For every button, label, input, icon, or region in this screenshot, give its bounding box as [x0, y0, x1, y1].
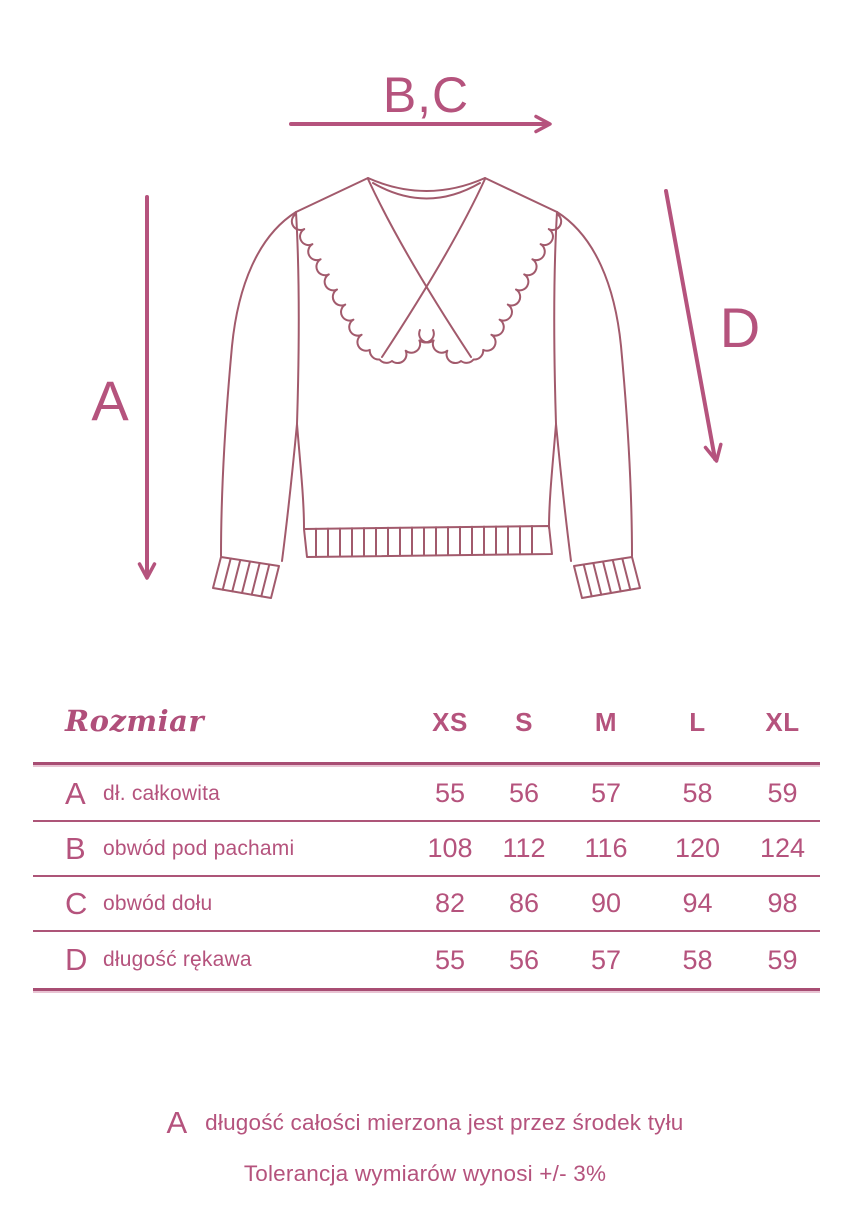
footnote-measure-info: A długość całości mierzona jest przez śr… — [0, 1105, 850, 1141]
hem-band — [303, 525, 553, 558]
row-label: dł. całkowita — [103, 781, 220, 805]
size-col-m: M — [594, 707, 618, 737]
width-measure-label: B,C — [383, 67, 469, 123]
table-row: D długość rękawa 55 56 57 58 59 — [33, 932, 820, 988]
row-label: obwód pod pachami — [103, 836, 295, 860]
value-cell: 59 — [767, 778, 798, 808]
value-cell: 108 — [427, 833, 473, 863]
sleeve-inner — [281, 423, 298, 562]
value-cell: 116 — [584, 833, 628, 863]
value-cell: 94 — [682, 888, 713, 918]
sleeve-outer — [220, 211, 297, 557]
row-letter: B — [65, 830, 86, 866]
table-row: C obwód dołu 82 86 90 94 98 — [33, 877, 820, 930]
armhole-seam — [295, 211, 300, 425]
value-cell: 112 — [502, 833, 546, 863]
value-cell: 57 — [590, 778, 622, 808]
size-table: Rozmiar XS S M L XL A dł. całkowita 55 5… — [33, 695, 820, 993]
width-measure-arrow — [289, 114, 552, 134]
collar-scallop-edge — [290, 213, 435, 365]
row-letter: D — [65, 942, 88, 977]
hem-ribs — [315, 525, 533, 558]
sleeve-measure-label: D — [720, 296, 760, 359]
neckline-band — [372, 182, 481, 200]
value-cell: 90 — [590, 888, 622, 918]
value-cell: 55 — [434, 944, 466, 975]
value-cell: 82 — [434, 888, 466, 918]
value-cell: 120 — [674, 833, 721, 863]
size-col-xs: XS — [432, 707, 468, 737]
length-measure-arrow — [137, 195, 157, 580]
value-cell: 57 — [590, 944, 622, 975]
size-col-xl: XL — [765, 707, 800, 737]
table-line-bottom — [33, 988, 820, 993]
body-side — [296, 423, 305, 529]
size-header-label: Rozmiar — [65, 704, 205, 738]
row-label: długość rękawa — [103, 948, 252, 971]
footnote-text: długość całości mierzona jest przez środ… — [205, 1110, 684, 1135]
value-cell: 98 — [767, 888, 798, 918]
sweater-outline-left — [212, 177, 472, 599]
row-letter: A — [65, 775, 86, 811]
size-col-s: S — [515, 707, 533, 737]
table-line — [33, 820, 820, 822]
table-row: B obwód pod pachami 108 112 116 120 124 — [33, 822, 820, 875]
table-line — [33, 875, 820, 877]
sweater-drawing — [212, 177, 641, 599]
footnotes: A długość całości mierzona jest przez śr… — [0, 1105, 850, 1187]
value-cell: 56 — [508, 778, 540, 808]
value-cell: 86 — [508, 888, 540, 918]
value-cell: 59 — [767, 944, 798, 975]
sweater-outline-right — [381, 177, 641, 599]
value-cell: 56 — [508, 944, 540, 975]
table-line-top — [33, 762, 820, 767]
cuff-ribs — [221, 557, 271, 598]
value-cell: 124 — [759, 833, 806, 863]
sleeve-measure-arrow — [664, 189, 723, 463]
row-label: obwód dołu — [103, 891, 213, 915]
collar-inner-edge — [367, 178, 472, 358]
footnote-tolerance: Tolerancja wymiarów wynosi +/- 3% — [243, 1161, 607, 1186]
neckline — [367, 177, 486, 192]
value-cell: 55 — [434, 778, 466, 808]
table-line — [33, 930, 820, 932]
length-measure-label: A — [91, 369, 129, 432]
row-letter: C — [65, 885, 88, 921]
value-cell: 58 — [682, 778, 713, 808]
size-col-l: L — [689, 707, 706, 737]
table-row: A dł. całkowita 55 56 57 58 59 — [33, 767, 820, 820]
size-table-header: Rozmiar XS S M L XL — [33, 695, 820, 762]
sweater-measurement-diagram: B,C A D — [91, 67, 760, 599]
value-cell: 58 — [682, 944, 713, 975]
footnote-marker: A — [166, 1105, 188, 1140]
